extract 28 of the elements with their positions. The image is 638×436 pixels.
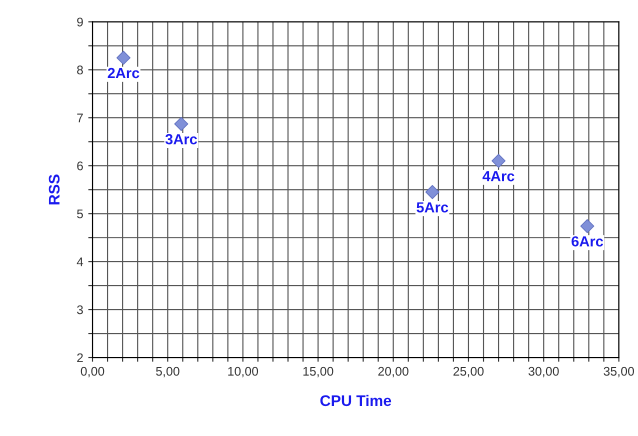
x-axis-title: CPU Time: [320, 394, 392, 406]
y-tick-label: 2: [77, 353, 83, 362]
y-tick-label: 6: [77, 161, 83, 170]
y-axis-title: RSS: [48, 174, 60, 204]
annotation: 2Arc: [108, 68, 140, 78]
x-tick-label: 35,00: [604, 366, 634, 378]
y-tick-label: 5: [77, 210, 83, 218]
annotation: 3Arc: [165, 134, 198, 144]
y-tick-label: 4: [76, 258, 84, 266]
x-tick-label: 20,00: [378, 366, 408, 378]
x-tick-label: 15,00: [303, 366, 334, 378]
point: [116, 50, 130, 65]
point: [492, 154, 506, 168]
point: [174, 116, 188, 131]
annotation: 4Arc: [482, 171, 514, 182]
x-tick-label: 5,00: [156, 366, 180, 378]
x-tick-label: 0,00: [80, 366, 104, 378]
annotation: 6Arc: [572, 236, 604, 247]
point: [580, 219, 594, 234]
y-tick-label: 9: [77, 18, 83, 26]
x-tick-label: 30,00: [528, 366, 559, 378]
x-tick-label: 10,00: [228, 366, 258, 378]
y-tick-label: 3: [77, 305, 83, 314]
point: [425, 185, 440, 200]
y-tick-label: 8: [77, 66, 83, 74]
y-tick-label: 7: [77, 114, 83, 122]
x-tick-label: 25,00: [453, 366, 484, 378]
annotation: 5Arc: [416, 202, 448, 212]
